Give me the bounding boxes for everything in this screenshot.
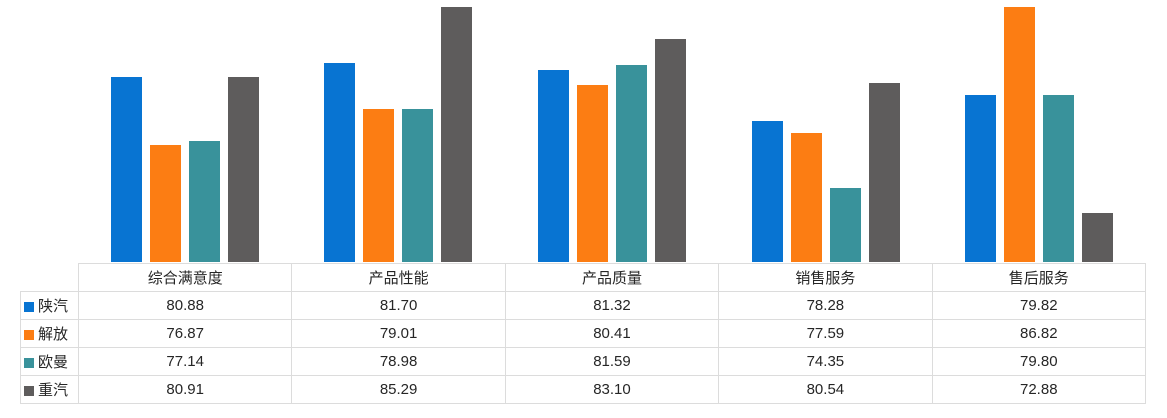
value-cell: 74.35: [718, 347, 933, 376]
table-body: 陕汽 80.88 81.70 81.32 78.28 79.82 解放 76.87 79.01 8…: [20, 291, 1147, 404]
bar: [537, 69, 569, 262]
value-cell: 77.59: [718, 319, 933, 348]
series-row: 欧曼 77.14 78.98 81.59 74.35 79.80: [20, 347, 1147, 376]
value-cell: 78.28: [718, 291, 933, 320]
bar: [576, 85, 608, 262]
bar: [965, 95, 997, 262]
value-cell: 78.98: [291, 347, 506, 376]
value-cell: 72.88: [931, 375, 1147, 404]
bar: [615, 64, 647, 262]
value-cell: 77.14: [77, 347, 293, 376]
series-label-cell: 陕汽: [20, 291, 79, 320]
value-cell: 79.80: [931, 347, 1147, 376]
value-cell: 83.10: [504, 375, 720, 404]
category-header: 售后服务: [931, 263, 1147, 292]
corner-cell: [20, 263, 79, 292]
bar: [110, 77, 142, 262]
bar: [324, 63, 356, 262]
series-row: 解放 76.87 79.01 80.41 77.59 86.82: [20, 319, 1147, 348]
bar-group: [292, 7, 506, 262]
series-label-cell: 重汽: [20, 375, 79, 404]
category-header: 产品性能: [291, 263, 506, 292]
value-cell: 81.59: [504, 347, 720, 376]
series-name: 陕汽: [38, 298, 69, 315]
value-cell: 79.01: [291, 319, 506, 348]
legend-key-icon: [24, 330, 34, 340]
category-header: 销售服务: [718, 263, 933, 292]
value-cell: 80.41: [504, 319, 720, 348]
value-cell: 81.32: [504, 291, 720, 320]
bar-group: [505, 7, 719, 262]
series-name: 解放: [38, 326, 69, 343]
legend-key-icon: [24, 386, 34, 396]
bar: [149, 145, 181, 262]
category-header: 产品质量: [504, 263, 720, 292]
bar: [441, 7, 473, 262]
series-name: 重汽: [38, 382, 69, 399]
bar: [227, 76, 259, 262]
bar-group: [719, 7, 933, 262]
value-cell: 80.91: [77, 375, 293, 404]
value-cell: 76.87: [77, 319, 293, 348]
bar-group: [932, 7, 1146, 262]
bar: [402, 109, 434, 262]
data-table: 综合满意度 产品性能 产品质量 销售服务 售后服务 陕汽 80.88 81.70 81.32 7…: [20, 263, 1147, 404]
bar-group: [78, 7, 292, 262]
series-row: 重汽 80.91 85.29 83.10 80.54 72.88: [20, 375, 1147, 404]
bar-plot: [78, 7, 1146, 262]
bar: [868, 82, 900, 262]
category-header-row: 综合满意度 产品性能 产品质量 销售服务 售后服务: [20, 263, 1147, 292]
legend-key-icon: [24, 302, 34, 312]
category-header: 综合满意度: [77, 263, 293, 292]
bar: [790, 132, 822, 262]
legend-key-icon: [24, 358, 34, 368]
value-cell: 81.70: [291, 291, 506, 320]
series-name: 欧曼: [38, 354, 69, 371]
value-cell: 80.88: [77, 291, 293, 320]
value-cell: 80.54: [718, 375, 933, 404]
series-label-cell: 欧曼: [20, 347, 79, 376]
value-cell: 79.82: [931, 291, 1147, 320]
bar: [1043, 95, 1075, 262]
value-cell: 85.29: [291, 375, 506, 404]
bar: [1004, 7, 1036, 262]
bar: [829, 188, 861, 262]
value-cell: 86.82: [931, 319, 1147, 348]
bar: [1082, 213, 1114, 262]
bar: [751, 121, 783, 262]
series-label-cell: 解放: [20, 319, 79, 348]
series-row: 陕汽 80.88 81.70 81.32 78.28 79.82: [20, 291, 1147, 320]
bar: [654, 39, 686, 262]
bar: [188, 140, 220, 262]
bar: [363, 108, 395, 262]
